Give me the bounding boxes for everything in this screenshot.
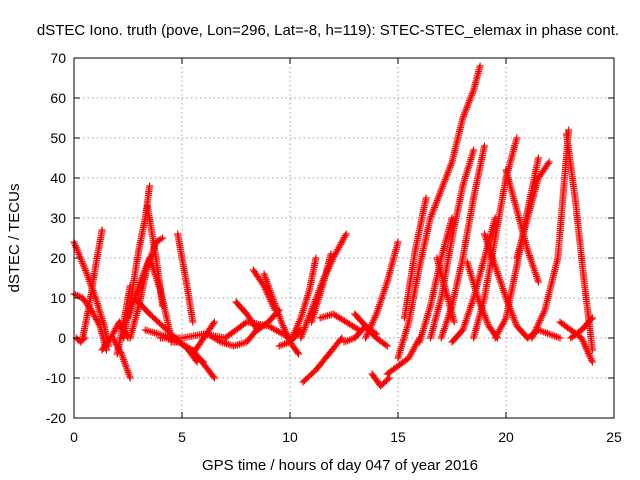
y-tick-label: 70	[50, 50, 66, 66]
series-32	[368, 370, 393, 390]
x-tick-label: 15	[390, 429, 406, 445]
y-tick-label: 60	[50, 90, 66, 106]
series-marks	[299, 334, 346, 386]
ticks	[73, 57, 615, 419]
x-tick-label: 5	[178, 429, 186, 445]
series-24	[288, 254, 320, 342]
series-marks	[470, 134, 521, 342]
series-marks	[362, 238, 402, 342]
series-marks	[316, 310, 363, 334]
series-marks	[394, 62, 484, 362]
tick-labels: 0 5 10 15 20 25 -20 -10 0 10 20 30 40 50 60 70	[46, 50, 622, 445]
series-46	[513, 158, 553, 262]
y-tick-label: -20	[46, 410, 66, 426]
series-marks	[288, 254, 320, 342]
plot-frame	[73, 57, 615, 419]
series-37	[426, 146, 478, 342]
series-48	[528, 126, 573, 342]
series-marks	[563, 130, 596, 354]
series-marks	[383, 334, 424, 378]
x-axis-label: GPS time / hours of day 047 of year 2016	[202, 457, 478, 474]
series-28	[316, 310, 363, 334]
series-marks	[528, 126, 573, 342]
x-tick-label: 10	[282, 429, 298, 445]
x-tick-label: 0	[70, 429, 78, 445]
y-tick-label: 30	[50, 210, 66, 226]
series-marks	[426, 146, 478, 342]
series-30	[351, 310, 391, 350]
series-4	[79, 226, 106, 342]
series-marks	[368, 370, 393, 390]
data-layer	[70, 62, 596, 390]
series-26	[308, 250, 335, 326]
series-marks	[513, 158, 553, 262]
series-marks	[124, 254, 175, 342]
series-marks	[79, 226, 106, 342]
series-31	[362, 238, 402, 342]
series-33	[383, 334, 424, 378]
y-tick-label: 10	[50, 290, 66, 306]
series-49	[563, 130, 596, 354]
y-axis-label: dSTEC / TECUs	[6, 184, 23, 293]
series-6	[109, 334, 134, 382]
series-11	[124, 254, 175, 342]
series-34	[394, 62, 484, 362]
series-marks	[567, 314, 596, 342]
y-tick-label: -10	[46, 370, 66, 386]
series-marks	[109, 334, 134, 382]
chart-title: dSTEC Iono. truth (pove, Lon=296, Lat=-8…	[37, 22, 619, 39]
series-marks	[437, 142, 488, 342]
x-tick-label: 20	[498, 429, 514, 445]
series-marks	[174, 230, 197, 326]
series-22	[260, 270, 303, 358]
y-tick-label: 0	[58, 330, 66, 346]
series-marks	[351, 310, 391, 350]
y-tick-label: 20	[50, 250, 66, 266]
series-16	[174, 230, 197, 326]
x-tick-label: 25	[606, 429, 622, 445]
series-51	[567, 314, 596, 342]
series-39	[437, 142, 488, 342]
series-42	[470, 134, 521, 342]
y-tick-label: 40	[50, 170, 66, 186]
y-tick-label: 50	[50, 130, 66, 146]
series-35	[401, 194, 430, 322]
series-marks	[401, 194, 430, 322]
grid	[74, 58, 614, 418]
series-marks	[308, 250, 335, 326]
series-27	[299, 334, 346, 386]
series-marks	[260, 270, 303, 358]
